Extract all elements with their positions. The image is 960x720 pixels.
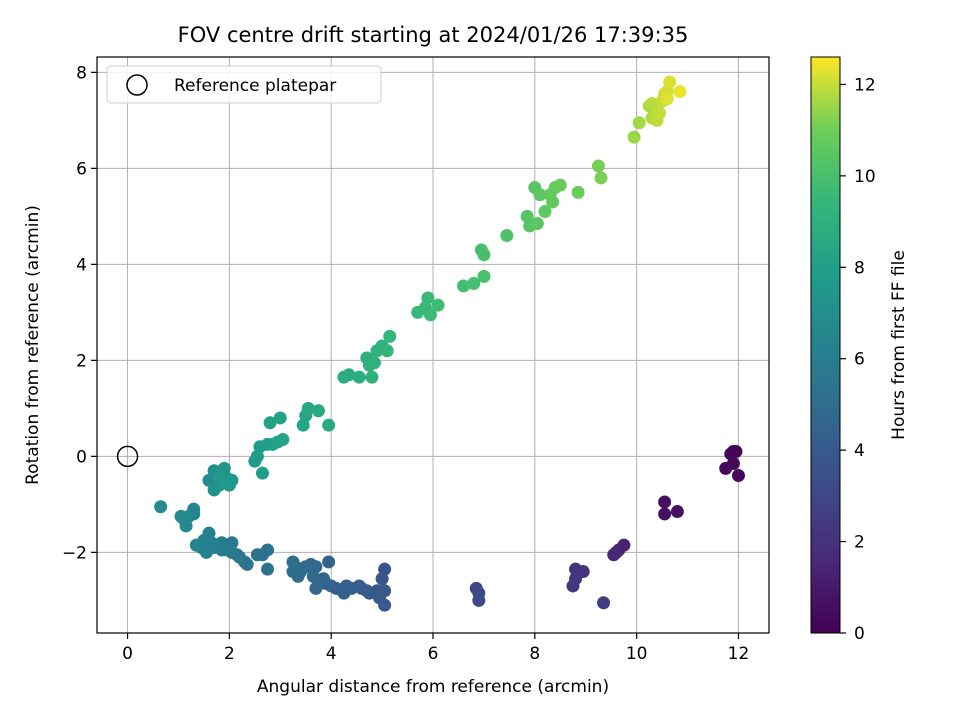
legend-reference-marker (126, 74, 148, 96)
data-point (553, 178, 567, 192)
data-point (383, 329, 397, 343)
legend-box (106, 65, 382, 104)
y-axis-label: Rotation from reference (arcmin) (23, 205, 43, 485)
data-point (477, 269, 491, 283)
colorbar-tick-label: 0 (854, 624, 865, 644)
data-point (472, 593, 486, 607)
data-point (533, 188, 547, 202)
data-point (500, 229, 514, 243)
data-point (423, 308, 437, 322)
data-point (546, 195, 560, 209)
colorbar-tick-label: 4 (854, 441, 865, 461)
x-tick-label: 8 (529, 644, 540, 664)
colorbar: 0 2 4 6 8 10 12 Hours from first FF file (810, 56, 909, 644)
data-point (670, 505, 684, 519)
colorbar-tick-label: 8 (854, 258, 865, 278)
data-point (571, 185, 585, 199)
x-tick-label: 4 (326, 644, 337, 664)
colorbar-tick-label: 12 (854, 75, 876, 95)
y-axis-ticks: −2 0 2 4 6 8 (62, 63, 97, 563)
x-axis-ticks: 0 2 4 6 8 10 12 (122, 633, 749, 664)
data-point (367, 356, 381, 370)
y-tick-label: −2 (62, 543, 87, 563)
data-point (250, 548, 264, 562)
grid-lines (97, 57, 769, 633)
legend: Reference platepar (106, 65, 382, 104)
data-point (273, 411, 287, 425)
data-point (597, 596, 611, 610)
data-point (663, 75, 677, 89)
data-point (566, 579, 580, 593)
data-point (653, 106, 667, 120)
data-point (431, 298, 445, 312)
x-axis-label: Angular distance from reference (arcmin) (257, 677, 609, 697)
data-point (311, 404, 325, 418)
data-point (375, 572, 389, 586)
colorbar-tick-label: 6 (854, 350, 865, 370)
data-point (263, 416, 277, 430)
colorbar-ticks: 0 2 4 6 8 10 12 (840, 75, 876, 644)
y-tick-label: 8 (76, 63, 87, 83)
data-point (731, 469, 745, 483)
data-point (301, 401, 315, 415)
reference-point (116, 445, 139, 468)
colorbar-gradient (810, 56, 841, 634)
data-point (342, 368, 356, 382)
data-point (591, 159, 605, 173)
data-point (457, 279, 471, 293)
data-point (286, 565, 300, 579)
data-point (217, 476, 231, 490)
x-tick-label: 0 (122, 644, 133, 664)
data-point (632, 116, 646, 130)
colorbar-tick-label: 2 (854, 533, 865, 553)
data-point (373, 591, 387, 605)
y-tick-label: 6 (76, 159, 87, 179)
data-point (380, 344, 394, 358)
data-point (673, 85, 687, 99)
data-point (276, 433, 290, 447)
data-point (421, 291, 435, 305)
data-point (365, 370, 379, 384)
data-point (658, 507, 672, 521)
y-tick-label: 4 (76, 255, 87, 275)
data-point (467, 277, 481, 291)
colorbar-label: Hours from first FF file (889, 250, 909, 440)
data-point (594, 171, 608, 185)
data-point (538, 205, 552, 219)
data-point (286, 555, 300, 569)
data-point (607, 548, 621, 562)
data-point (189, 538, 203, 552)
chart-title: FOV centre drift starting at 2024/01/26 … (178, 23, 689, 47)
data-point (530, 217, 544, 231)
data-point (322, 418, 336, 432)
y-tick-label: 2 (76, 351, 87, 371)
x-tick-label: 2 (224, 644, 235, 664)
data-point (719, 461, 733, 475)
data-point (255, 466, 269, 480)
data-point (477, 248, 491, 262)
data-point (154, 500, 168, 514)
x-tick-label: 6 (428, 644, 439, 664)
data-point (352, 370, 366, 384)
data-point (658, 495, 672, 509)
x-tick-label: 10 (626, 644, 648, 664)
x-tick-label: 12 (728, 644, 750, 664)
data-point (627, 130, 641, 144)
legend-label: Reference platepar (174, 76, 336, 96)
data-points (154, 75, 745, 612)
data-point (261, 562, 275, 576)
data-point (322, 555, 336, 569)
data-point (660, 92, 674, 106)
data-point (645, 97, 659, 111)
y-tick-label: 0 (76, 447, 87, 467)
data-point (309, 581, 323, 595)
data-point (174, 509, 188, 523)
reference-marker (116, 445, 139, 468)
colorbar-tick-label: 10 (854, 167, 876, 187)
